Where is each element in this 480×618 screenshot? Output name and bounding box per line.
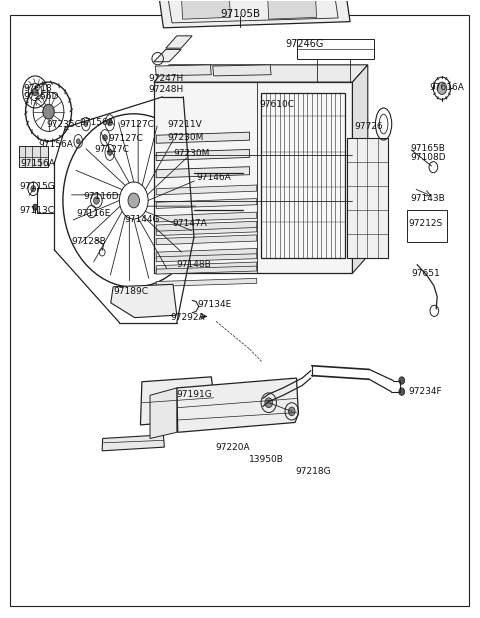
Text: 97144G: 97144G [124,215,160,224]
Text: 97218G: 97218G [295,467,331,476]
Bar [407,210,447,242]
Text: 97127C: 97127C [94,145,129,154]
Text: 97146A: 97146A [196,172,231,182]
Text: 13950B: 13950B [249,455,284,464]
Polygon shape [156,235,257,245]
Circle shape [32,88,38,96]
Text: 97246G: 97246G [286,39,324,49]
Text: 97212S: 97212S [408,219,443,229]
Polygon shape [156,65,211,76]
Text: 97189C: 97189C [113,287,148,296]
Text: 97127C: 97127C [108,134,143,143]
Polygon shape [102,435,164,451]
Polygon shape [352,65,368,273]
Bar [19,146,48,167]
Circle shape [288,407,295,416]
Polygon shape [154,82,352,273]
Polygon shape [150,388,177,439]
Text: 97220A: 97220A [215,442,250,452]
Text: 97234F: 97234F [408,387,442,396]
Polygon shape [156,254,257,262]
Text: 97256D: 97256D [24,92,59,101]
Text: 97230M: 97230M [167,133,204,142]
Circle shape [84,122,88,127]
Text: 97165B: 97165B [410,144,445,153]
Text: 97128B: 97128B [72,237,106,246]
Text: 97116E: 97116E [76,209,111,218]
Circle shape [437,82,447,95]
Text: 97230M: 97230M [173,149,209,158]
Text: 97726: 97726 [355,122,384,131]
Text: 97127C: 97127C [120,119,154,129]
Polygon shape [158,0,350,28]
Text: 97610C: 97610C [259,99,294,109]
Circle shape [108,150,112,156]
Circle shape [76,139,80,144]
Circle shape [94,197,99,204]
Polygon shape [154,65,368,82]
Text: 97616A: 97616A [429,83,464,91]
Polygon shape [156,198,257,208]
Polygon shape [156,212,257,222]
Polygon shape [156,167,250,178]
Text: 97018: 97018 [24,84,52,93]
Polygon shape [111,284,177,318]
Text: 97292A: 97292A [170,313,205,322]
Bar [261,93,345,258]
Polygon shape [156,279,257,286]
Text: 97156A: 97156A [38,140,73,150]
Text: 97191G: 97191G [177,389,213,399]
Text: 97156A: 97156A [21,159,56,168]
Polygon shape [156,150,250,161]
Polygon shape [213,65,271,76]
Text: 97115G: 97115G [19,182,55,192]
Circle shape [265,398,273,408]
Text: 97116D: 97116D [83,192,119,201]
Circle shape [103,135,108,141]
Text: 97147A: 97147A [172,219,207,229]
Polygon shape [156,226,257,235]
Text: 97108D: 97108D [410,153,445,162]
Text: 97156A: 97156A [80,118,115,127]
Polygon shape [156,185,257,195]
Polygon shape [156,221,257,231]
Circle shape [33,204,37,210]
Bar [347,138,388,258]
Text: 97651: 97651 [411,269,440,277]
Polygon shape [181,0,230,19]
Text: 97105B: 97105B [220,9,260,19]
Text: 97148B: 97148B [177,260,212,269]
Polygon shape [154,49,181,62]
Circle shape [31,185,36,192]
Circle shape [108,120,112,126]
Text: 97247H: 97247H [148,74,183,83]
Polygon shape [156,262,257,272]
Polygon shape [156,248,257,258]
Polygon shape [156,132,250,143]
Text: 97235C: 97235C [46,119,81,129]
Polygon shape [141,377,215,425]
Text: 97113C: 97113C [19,206,54,215]
Circle shape [128,193,140,208]
Circle shape [399,377,405,384]
Text: 97211V: 97211V [167,119,202,129]
Polygon shape [268,0,317,19]
Circle shape [399,388,405,396]
Circle shape [43,104,54,119]
Text: 97143B: 97143B [410,193,444,203]
Text: 97248H: 97248H [148,85,183,94]
Polygon shape [166,36,192,48]
Polygon shape [177,378,299,433]
Polygon shape [156,266,257,274]
Text: 97134E: 97134E [197,300,231,308]
